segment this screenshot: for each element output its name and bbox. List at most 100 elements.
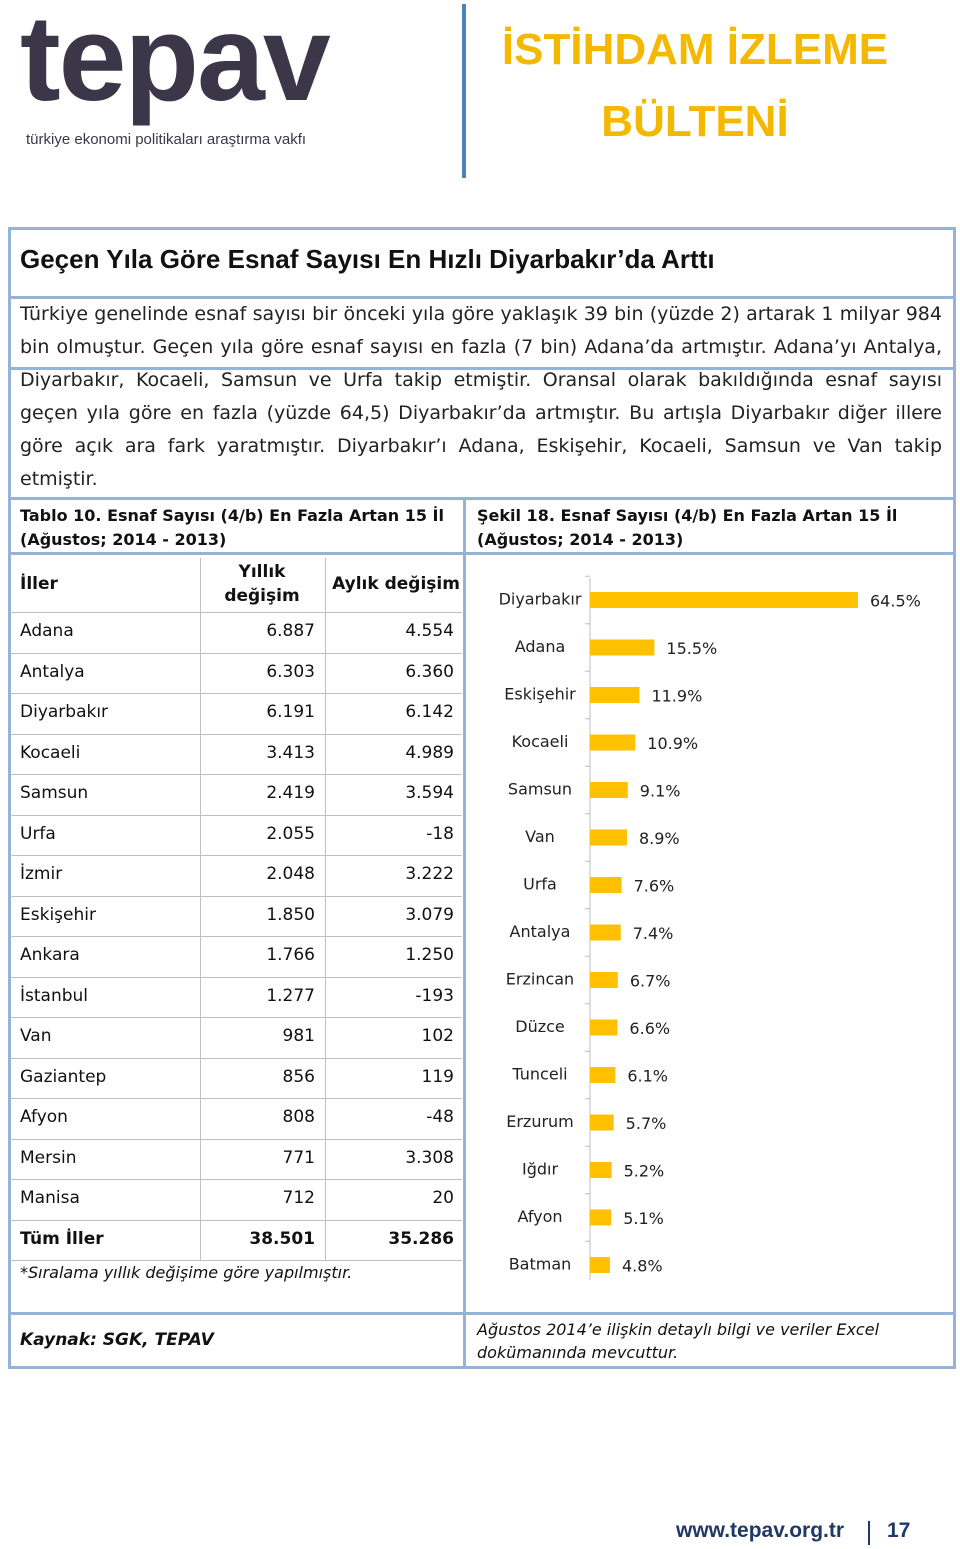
- category-label: Eskişehir: [504, 685, 576, 704]
- row-line: [10, 1017, 462, 1018]
- bar: [590, 639, 655, 656]
- footer-divider: [868, 1521, 870, 1545]
- province: Mersin: [20, 1147, 77, 1168]
- monthly-change: -193: [415, 985, 454, 1006]
- category-label: Tunceli: [511, 1065, 567, 1084]
- province: Adana: [20, 621, 74, 641]
- bar: [590, 1209, 612, 1226]
- yearly-change: 2.419: [266, 783, 315, 803]
- bar: [590, 924, 621, 941]
- source-right: Ağustos 2014’e ilişkin detaylı bilgi ve …: [477, 1320, 880, 1362]
- footer-url: www.tepav.org.tr: [676, 1519, 845, 1542]
- category-label: Düzce: [515, 1017, 565, 1036]
- value-label: 9.1%: [640, 782, 681, 801]
- table-note: *Sıralama yıllık değişime göre yapılmışt…: [20, 1263, 353, 1282]
- bar: [590, 1067, 616, 1083]
- yearly-change: 1.850: [266, 904, 315, 925]
- yearly-change: 2.048: [266, 864, 315, 884]
- bar: [590, 1019, 618, 1036]
- bar: [590, 1162, 612, 1178]
- monthly-change: 20: [432, 1188, 454, 1208]
- row-line: [10, 1138, 462, 1140]
- value-label: 6.7%: [630, 972, 671, 991]
- bar-chart: Diyarbakır 64.5% Adana 15.5% Eskişehir 11.9% K…: [499, 575, 921, 1280]
- category-label: Samsun: [508, 780, 572, 799]
- value-label: 5.7%: [626, 1114, 667, 1133]
- bar: [590, 782, 628, 798]
- row-line: [10, 652, 462, 654]
- bar: [590, 1114, 614, 1131]
- province: Ankara: [20, 945, 80, 965]
- category-label: Urfa: [523, 875, 557, 894]
- value-label: 64.5%: [870, 592, 921, 611]
- value-label: 11.9%: [651, 687, 702, 706]
- category-label: Antalya: [510, 922, 571, 941]
- row-line: [10, 1260, 462, 1261]
- monthly-change: -18: [426, 823, 454, 844]
- category-label: Erzincan: [506, 970, 574, 989]
- value-label: 7.4%: [633, 924, 674, 943]
- province: Eskişehir: [20, 904, 96, 925]
- value-label: 5.2%: [624, 1162, 665, 1181]
- monthly-change: -48: [426, 1107, 454, 1127]
- yearly-change: 6.191: [266, 702, 315, 722]
- row-line: [10, 733, 462, 735]
- province: İstanbul: [20, 985, 89, 1006]
- table-caption: Tablo 10. Esnaf Sayısı (4/b) En Fazla Ar…: [20, 506, 444, 549]
- column-header: Yıllık değişim: [224, 562, 300, 606]
- value-label: 8.9%: [639, 829, 680, 848]
- monthly-change: 3.308: [405, 1147, 454, 1168]
- category-label: Afyon: [517, 1207, 562, 1226]
- province: Van: [20, 1026, 52, 1046]
- value-label: 6.6%: [629, 1019, 670, 1038]
- value-label: 5.1%: [623, 1209, 664, 1228]
- value-label: 15.5%: [666, 639, 717, 658]
- category-label: Erzurum: [506, 1112, 574, 1131]
- province: Samsun: [20, 783, 89, 803]
- monthly-change: 4.554: [405, 621, 454, 641]
- column-line: [325, 558, 326, 1260]
- row-line: [10, 774, 462, 775]
- value-label: 10.9%: [647, 734, 698, 753]
- logo: tepav: [20, 0, 331, 126]
- row-line: [10, 693, 462, 694]
- monthly-change: 6.360: [405, 661, 454, 682]
- category-label: Diyarbakır: [499, 590, 582, 609]
- province: Kocaeli: [20, 742, 81, 763]
- source-frame: [8, 1312, 956, 1369]
- yearly-change: 1.766: [266, 945, 315, 965]
- row-line: [10, 1179, 462, 1180]
- monthly-change: 1.250: [405, 945, 454, 965]
- yearly-change: 2.055: [266, 823, 315, 844]
- province: Afyon: [20, 1107, 68, 1127]
- row-line: [10, 612, 462, 613]
- bar: [590, 592, 858, 608]
- monthly-change: 3.222: [405, 864, 454, 884]
- header-divider: [462, 4, 466, 178]
- yearly-change: 808: [282, 1107, 315, 1127]
- value-label: 7.6%: [634, 877, 675, 896]
- bar: [590, 972, 618, 988]
- yearly-change: 856: [282, 1066, 315, 1087]
- province: Diyarbakır: [20, 702, 109, 722]
- column-divider: [463, 497, 466, 1369]
- bar: [590, 1257, 610, 1273]
- column-header: Aylık değişim: [332, 574, 460, 594]
- article-heading: Geçen Yıla Göre Esnaf Sayısı En Hızlı Di…: [20, 244, 715, 274]
- category-label: Iğdır: [522, 1160, 558, 1179]
- row-line: [10, 1098, 462, 1099]
- yearly-change: 6.887: [266, 621, 315, 641]
- province: Antalya: [20, 661, 85, 682]
- bar: [590, 877, 622, 893]
- yearly-change: 38.501: [249, 1228, 315, 1249]
- bar: [590, 829, 627, 846]
- bulletin-title: İSTİHDAM İZLEME BÜLTENİ: [501, 25, 889, 146]
- row-line: [10, 814, 462, 816]
- yearly-change: 3.413: [266, 742, 315, 763]
- chart-caption: Şekil 18. Esnaf Sayısı (4/b) En Fazla Ar…: [477, 506, 898, 549]
- row-line: [10, 895, 462, 897]
- yearly-change: 771: [282, 1147, 315, 1168]
- row-line: [10, 976, 462, 978]
- category-label: Van: [525, 827, 555, 846]
- category-label: Adana: [515, 637, 566, 656]
